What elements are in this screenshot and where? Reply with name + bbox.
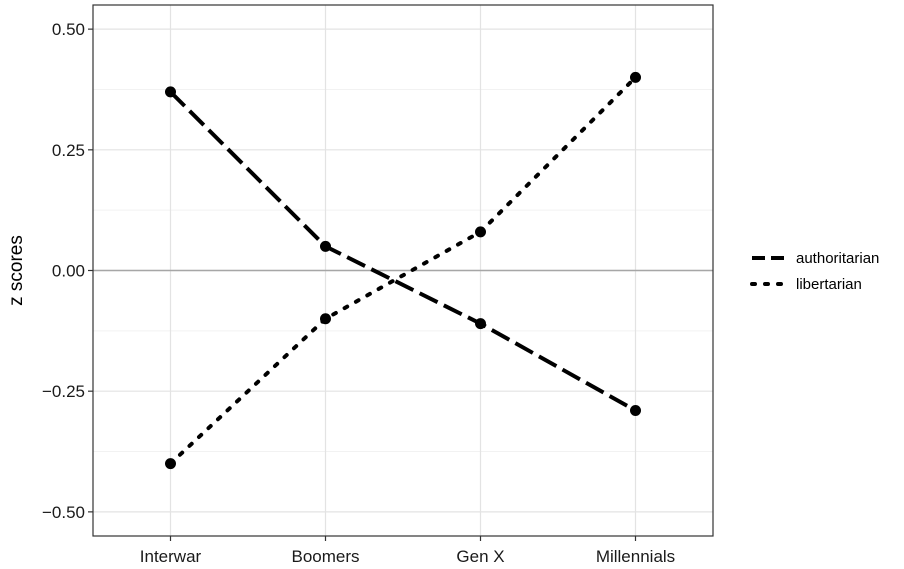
legend-label-libertarian: libertarian (796, 276, 862, 293)
x-tick-label: Boomers (291, 547, 359, 566)
legend-label-authoritarian: authoritarian (796, 250, 879, 267)
x-tick-label: Interwar (140, 547, 202, 566)
y-axis-ticks: −0.50 −0.25 0.00 0.25 0.50 (42, 20, 93, 522)
y-tick-label: 0.25 (52, 141, 85, 160)
series-line-authoritarian (169, 90, 637, 413)
x-tick-label: Millennials (596, 547, 675, 566)
legend: authoritarian libertarian (750, 250, 879, 293)
y-tick-label: −0.25 (42, 382, 85, 401)
series-line-libertarian (168, 75, 638, 466)
minor-gridlines (93, 88, 713, 453)
data-point-authoritarian (165, 86, 176, 98)
y-tick-label: 0.50 (52, 20, 85, 39)
x-axis-ticks: Interwar Boomers Gen X Millennials (140, 536, 675, 566)
data-point-authoritarian (320, 240, 331, 252)
data-point-libertarian (320, 313, 331, 325)
data-point-libertarian (630, 71, 641, 83)
data-point-libertarian (165, 458, 176, 470)
data-point-libertarian (475, 226, 486, 238)
series-layer (165, 71, 641, 470)
x-tick-label: Gen X (456, 547, 504, 566)
y-axis-title: z scores (6, 235, 27, 306)
y-tick-label: 0.00 (52, 262, 85, 281)
y-tick-label: −0.50 (42, 503, 85, 522)
data-point-authoritarian (630, 404, 641, 416)
data-point-authoritarian (475, 318, 486, 330)
